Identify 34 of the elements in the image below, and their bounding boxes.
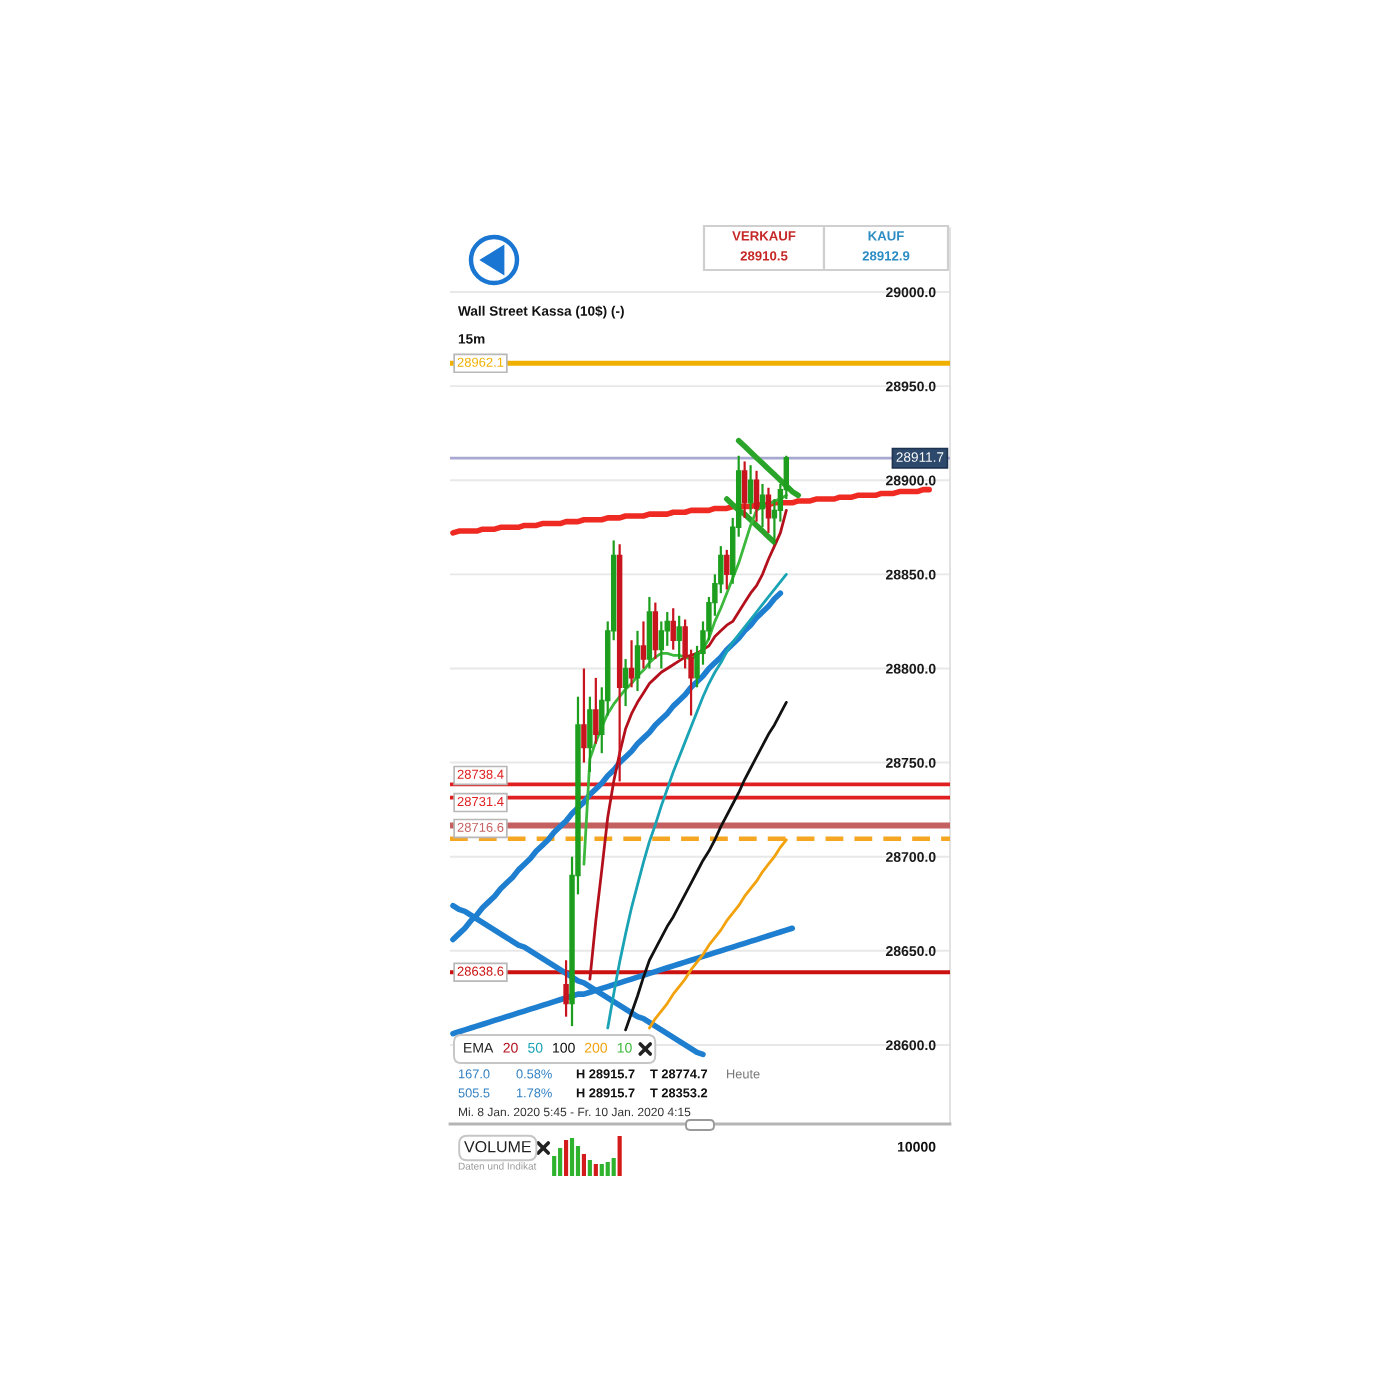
bar — [581, 1154, 587, 1176]
bar — [569, 1138, 575, 1176]
candlestick — [563, 959, 569, 1018]
line-series — [648, 838, 788, 1030]
candlestick — [658, 620, 665, 670]
candlestick — [646, 595, 653, 670]
candlestick — [753, 469, 760, 523]
bar — [617, 1136, 622, 1176]
candlestick — [640, 620, 647, 670]
candlestick — [724, 548, 730, 591]
bar — [593, 1164, 598, 1176]
candlestick — [581, 667, 587, 764]
candlestick — [676, 614, 682, 661]
candlestick — [765, 486, 772, 535]
line-series — [606, 572, 788, 1030]
candlestick — [634, 629, 641, 693]
candlestick — [741, 460, 748, 519]
line-series — [588, 508, 788, 981]
chart-title: VOLUME — [464, 1140, 531, 1153]
bar — [552, 1156, 557, 1176]
candlestick — [593, 676, 599, 745]
bar — [563, 1140, 569, 1176]
bar — [558, 1148, 563, 1176]
bar — [599, 1164, 604, 1176]
bar — [605, 1162, 610, 1176]
bar — [575, 1146, 581, 1176]
bar — [611, 1158, 616, 1176]
candlestick — [670, 607, 676, 651]
line-series — [624, 700, 788, 1032]
candlestick — [652, 601, 659, 661]
candlestick — [587, 695, 593, 774]
candlestick — [628, 639, 635, 689]
candlestick — [622, 657, 629, 708]
bar — [587, 1160, 592, 1176]
